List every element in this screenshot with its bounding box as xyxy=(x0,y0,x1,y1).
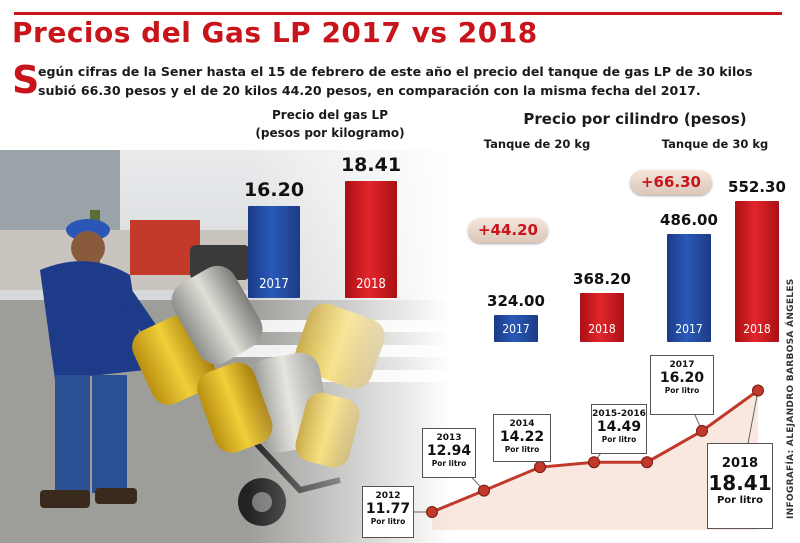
history-label-2017: 2017 16.20 Por litro xyxy=(650,355,714,415)
history-point-4 xyxy=(641,456,653,469)
tank30-bar-2018 xyxy=(735,200,779,342)
history-unit: Por litro xyxy=(664,386,700,395)
history-year: 2013 xyxy=(436,433,462,443)
tank20-bar-2018-year-label: 2018 xyxy=(588,322,616,336)
history-value: 14.22 xyxy=(499,429,545,445)
history-unit: Por litro xyxy=(601,435,637,444)
history-point-1 xyxy=(478,484,490,497)
history-value: 18.41 xyxy=(708,471,772,495)
tank30-bar-2018-year-label: 2018 xyxy=(743,322,771,336)
tank-30kg-label: Tanque de 30 kg xyxy=(661,137,769,151)
increase-30kg-badge: +66.30 xyxy=(630,170,712,195)
history-value: 14.49 xyxy=(596,419,642,435)
tank30-bar-2018-value-label: 552.30 xyxy=(728,177,786,196)
kg-bar-2017 xyxy=(248,206,300,298)
tank20-bar-2017-year-label: 2017 xyxy=(502,322,530,336)
page-title: Precios del Gas LP 2017 vs 2018 xyxy=(12,16,538,49)
history-year: 2018 xyxy=(721,456,759,471)
tank20-bar-2017-value-label: 324.00 xyxy=(487,292,545,310)
intro-text: egún cifras de la Sener hasta el 15 de f… xyxy=(38,62,788,100)
kg-bar-2017-year-label: 2017 xyxy=(259,277,289,292)
history-label-2014: 2014 14.22 Por litro xyxy=(493,414,551,462)
history-unit: Por litro xyxy=(431,459,467,468)
intro-line-1: egún cifras de la Sener hasta el 15 de f… xyxy=(38,64,753,79)
intro-dropcap: S xyxy=(12,58,40,102)
history-unit: Por litro xyxy=(504,445,540,454)
photo-credit: INFOGRAFÍA: ALEJANDRO BARBOSA ÁNGELES xyxy=(786,278,796,519)
increase-20kg-badge: +44.20 xyxy=(468,218,548,243)
history-point-6 xyxy=(752,384,764,397)
title-rule xyxy=(14,12,782,15)
tank20-bar-2018-value-label: 368.20 xyxy=(573,269,631,288)
kg-bar-2018 xyxy=(345,181,397,298)
kg-bar-2018-year-label: 2018 xyxy=(356,277,386,292)
history-year: 2012 xyxy=(375,491,401,501)
kg-bar-2017-value-label: 16.20 xyxy=(243,179,305,202)
history-label-2018: 2018 18.41 Por litro xyxy=(707,443,773,529)
history-label-2012: 2012 11.77 Por litro xyxy=(362,486,414,538)
history-value: 16.20 xyxy=(659,370,705,386)
history-value: 12.94 xyxy=(426,443,472,459)
history-value: 11.77 xyxy=(365,501,411,517)
tank-20kg-label: Tanque de 20 kg xyxy=(483,137,591,151)
kg-chart-title: Precio del gas LP xyxy=(272,108,388,122)
history-year: 2014 xyxy=(509,419,535,429)
worker-gas-cylinders-photo xyxy=(0,150,450,543)
cylinder-chart-title: Precio por cilindro (pesos) xyxy=(523,110,747,128)
history-point-0 xyxy=(426,506,438,518)
history-label-2015-2016: 2015-2016 14.49 Por litro xyxy=(591,404,647,454)
history-unit: Por litro xyxy=(370,517,406,526)
history-point-5 xyxy=(696,424,708,437)
tank20-bar-2018 xyxy=(580,292,624,342)
tank30-bar-2017 xyxy=(667,234,711,342)
kg-bar-2018-value-label: 18.41 xyxy=(340,154,402,177)
history-area xyxy=(432,390,758,530)
history-label-2013: 2013 12.94 Por litro xyxy=(422,428,476,478)
history-year: 2015-2016 xyxy=(592,409,646,419)
history-year: 2017 xyxy=(669,360,695,370)
tank20-bar-2017 xyxy=(494,315,538,342)
history-point-3 xyxy=(588,456,600,469)
intro-line-2: subió 66.30 pesos y el de 20 kilos 44.20… xyxy=(38,83,701,98)
tank30-bar-2017-year-label: 2017 xyxy=(675,322,703,336)
tank30-bar-2017-value-label: 486.00 xyxy=(660,211,718,229)
history-unit: Por litro xyxy=(716,495,764,506)
history-point-2 xyxy=(534,461,546,474)
kg-chart-subtitle: (pesos por kilogramo) xyxy=(255,126,405,140)
